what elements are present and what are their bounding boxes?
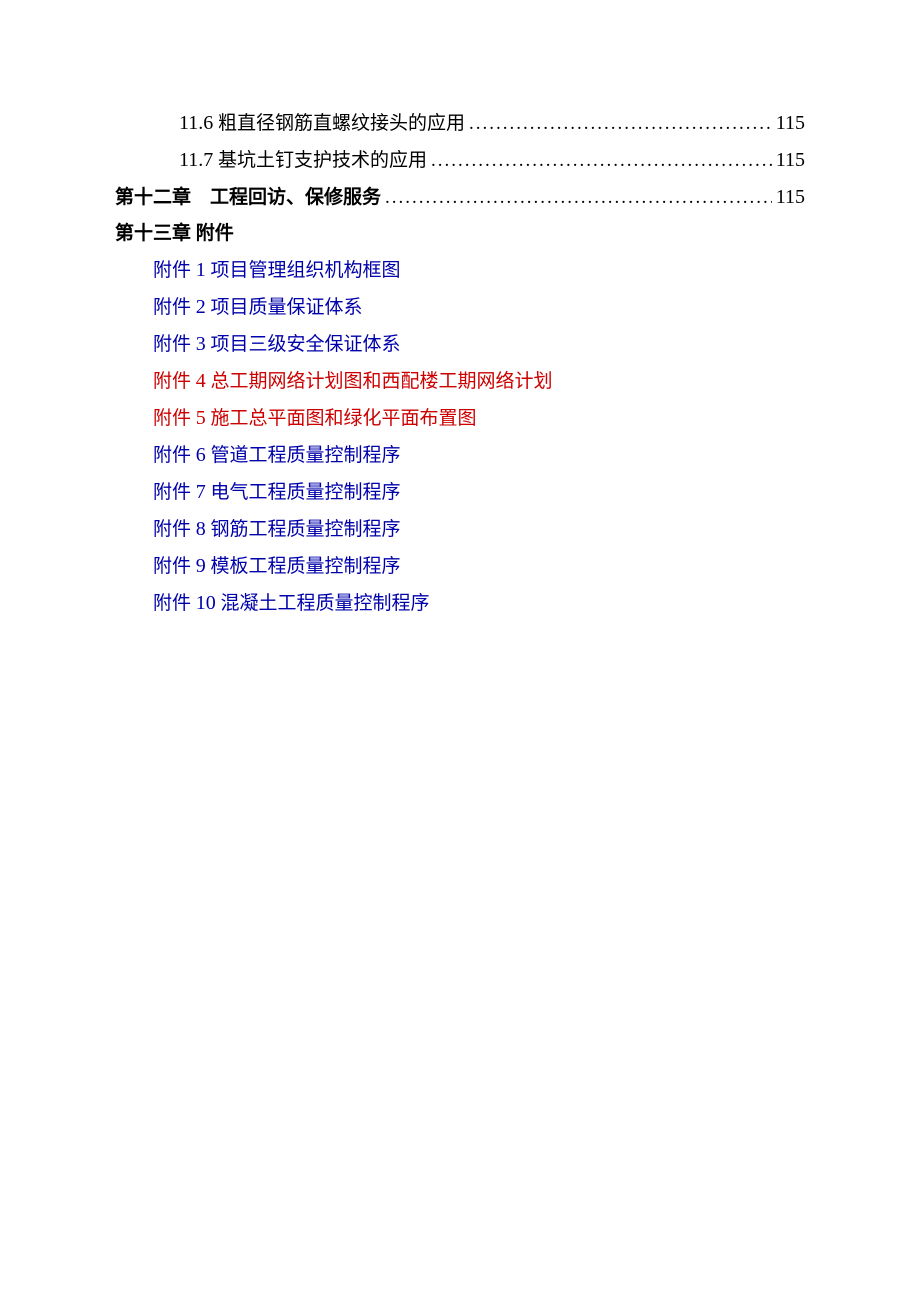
attachment-label: 模板工程质量控制程序 [206, 556, 401, 577]
toc-page-number: 115 [776, 105, 805, 141]
toc-leader-dots [469, 106, 772, 142]
attachment-num: 7 [196, 481, 206, 503]
toc-num: 11.7 [179, 149, 213, 171]
attachment-item: 附件 3 项目三级安全保证体系 [115, 326, 805, 363]
attachment-item: 附件 2 项目质量保证体系 [115, 289, 805, 326]
attachment-prefix: 附件 [153, 260, 196, 281]
toc-chapter-12: 第十二章 工程回访、保修服务 115 [115, 179, 805, 216]
toc-leader-dots [431, 143, 772, 179]
attachment-num: 3 [196, 333, 206, 355]
attachment-item: 附件 4 总工期网络计划图和西配楼工期网络计划 [115, 363, 805, 400]
attachment-prefix: 附件 [153, 297, 196, 318]
attachment-item: 附件 10 混凝土工程质量控制程序 [115, 585, 805, 622]
toc-entry-11-7: 11.7 基坑土钉支护技术的应用 115 [115, 142, 805, 179]
toc-text: 基坑土钉支护技术的应用 [213, 150, 427, 171]
attachment-prefix: 附件 [153, 371, 196, 392]
attachment-item: 附件 9 模板工程质量控制程序 [115, 548, 805, 585]
toc-page-number: 115 [776, 142, 805, 178]
attachment-item: 附件 8 钢筋工程质量控制程序 [115, 511, 805, 548]
attachment-num: 6 [196, 444, 206, 466]
attachment-label: 项目质量保证体系 [206, 297, 363, 318]
toc-label: 11.6 粗直径钢筋直螺纹接头的应用 [179, 105, 465, 142]
attachment-num: 2 [196, 296, 206, 318]
attachments-list: 附件 1 项目管理组织机构框图 附件 2 项目质量保证体系 附件 3 项目三级安… [115, 252, 805, 622]
attachment-num: 8 [196, 518, 206, 540]
toc-container: 11.6 粗直径钢筋直螺纹接头的应用 115 11.7 基坑土钉支护技术的应用 … [115, 105, 805, 622]
attachment-prefix: 附件 [153, 482, 196, 503]
toc-page-number: 115 [776, 179, 805, 215]
attachment-prefix: 附件 [153, 593, 196, 614]
attachment-label: 总工期网络计划图和西配楼工期网络计划 [206, 371, 553, 392]
attachment-label: 管道工程质量控制程序 [206, 445, 401, 466]
attachment-prefix: 附件 [153, 519, 196, 540]
toc-chapter-13: 第十三章 附件 [115, 216, 805, 252]
chapter-heading: 第十二章 工程回访、保修服务 [115, 180, 381, 216]
attachment-item: 附件 6 管道工程质量控制程序 [115, 437, 805, 474]
toc-num: 11.6 [179, 112, 213, 134]
attachment-label: 钢筋工程质量控制程序 [206, 519, 401, 540]
toc-leader-dots [385, 180, 772, 216]
attachment-label: 电气工程质量控制程序 [206, 482, 401, 503]
toc-text: 粗直径钢筋直螺纹接头的应用 [213, 113, 465, 134]
attachment-item: 附件 7 电气工程质量控制程序 [115, 474, 805, 511]
attachment-prefix: 附件 [153, 408, 196, 429]
attachment-num: 5 [196, 407, 206, 429]
toc-label: 11.7 基坑土钉支护技术的应用 [179, 142, 427, 179]
attachment-prefix: 附件 [153, 445, 196, 466]
attachment-prefix: 附件 [153, 334, 196, 355]
attachment-label: 混凝土工程质量控制程序 [216, 593, 430, 614]
attachment-num: 4 [196, 370, 206, 392]
toc-entry-11-6: 11.6 粗直径钢筋直螺纹接头的应用 115 [115, 105, 805, 142]
attachment-label: 项目管理组织机构框图 [206, 260, 401, 281]
attachment-num: 9 [196, 555, 206, 577]
attachment-label: 项目三级安全保证体系 [206, 334, 401, 355]
attachment-item: 附件 1 项目管理组织机构框图 [115, 252, 805, 289]
attachment-num: 1 [196, 259, 206, 281]
attachment-prefix: 附件 [153, 556, 196, 577]
attachment-num: 10 [196, 592, 216, 614]
attachment-item: 附件 5 施工总平面图和绿化平面布置图 [115, 400, 805, 437]
attachment-label: 施工总平面图和绿化平面布置图 [206, 408, 477, 429]
